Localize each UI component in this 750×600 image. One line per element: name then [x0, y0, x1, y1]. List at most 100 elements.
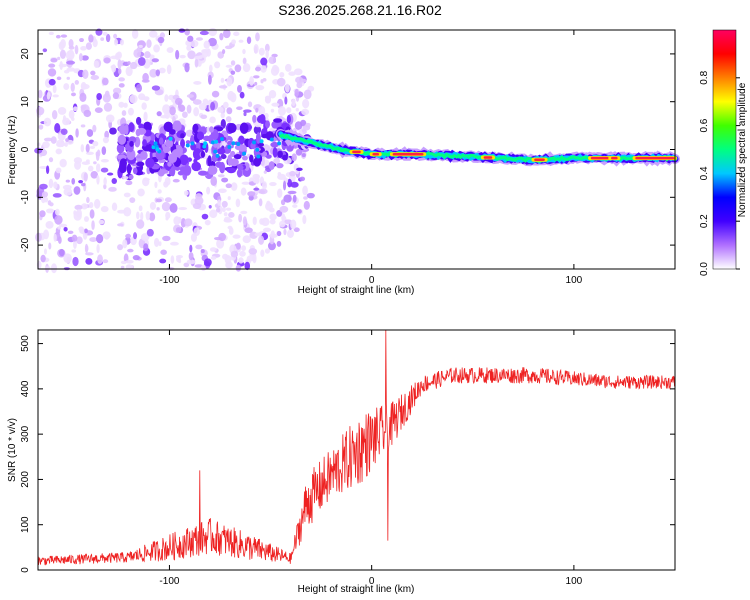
spectrogram-noise-blob — [221, 177, 229, 183]
spectrogram-noise-blob — [73, 186, 81, 195]
spectrogram-core-blob — [138, 123, 144, 130]
spectrogram-speck — [255, 147, 260, 152]
spectrogram-noise-blob — [78, 226, 84, 232]
spectrogram-noise-blob — [254, 81, 258, 86]
spectrogram-noise-blob — [200, 264, 206, 272]
spectrogram-noise-blob — [95, 163, 101, 173]
spectrogram-noise-blob — [42, 48, 48, 53]
spectrogram-core-blob — [229, 158, 239, 167]
spectrogram-noise-blob — [48, 63, 56, 68]
spectrogram-noise-blob — [166, 64, 172, 75]
spectrogram-core-blob — [181, 157, 188, 166]
spectrogram-noise-blob — [187, 35, 194, 42]
spectrogram-noise-blob — [102, 31, 108, 36]
spectrogram-noise-blob — [226, 107, 233, 115]
spectrogram-noise-blob — [230, 250, 239, 258]
spectrogram-noise-blob — [75, 128, 79, 138]
spectrogram-noise-blob — [246, 36, 252, 45]
spectrogram-speck — [277, 141, 282, 146]
spectrogram-noise-blob — [186, 44, 192, 51]
spectrogram-noise-blob — [118, 83, 125, 88]
spectrogram-core-blob — [239, 122, 249, 134]
spectrogram-noise-blob — [151, 58, 159, 63]
spectrogram-noise-blob — [264, 43, 270, 53]
spectrogram-noise-blob — [80, 82, 87, 90]
colorbar: 0.0 0.2 0.4 0.6 0.8 Normalized spectral ampl… — [699, 29, 748, 276]
spectrogram-noise-blob — [129, 197, 136, 203]
spectrogram-noise-blob — [200, 114, 208, 119]
spectrogram-noise-blob — [287, 190, 297, 195]
spectrogram-noise-blob — [209, 116, 216, 124]
spectrogram-noise-blob — [271, 53, 278, 58]
spectrogram-core-blob — [126, 163, 132, 175]
spectrogram-noise-blob — [270, 108, 275, 113]
snr-border — [37, 329, 676, 571]
spectrogram-noise-blob — [164, 177, 171, 186]
spectrogram-noise-blob — [88, 202, 94, 209]
spectrogram-noise-blob — [156, 207, 160, 211]
spectrogram-noise-blob — [136, 211, 140, 220]
spectrogram-core-blob — [142, 139, 147, 147]
spectrogram-noise-blob — [43, 229, 50, 240]
spectrogram-noise-blob — [223, 101, 229, 109]
spectrogram-core-blob — [124, 123, 129, 135]
spectrogram-noise-blob — [232, 234, 241, 239]
spectrogram-x-ticks: -100 0 100 — [159, 30, 583, 286]
spectrogram-noise-blob — [39, 165, 49, 170]
spectrogram-noise-blob — [186, 259, 196, 265]
spectrogram-noise-blob — [286, 107, 292, 114]
spectrogram-noise-blob — [203, 40, 210, 49]
spectrogram-noise-blob — [247, 191, 256, 197]
spectrogram-core-blob — [238, 135, 245, 145]
spectrogram-core-blob — [118, 161, 127, 174]
spectrogram-noise-blob — [80, 46, 87, 51]
spectrogram-noise-blob — [264, 248, 270, 254]
spectrogram-noise-blob — [180, 217, 187, 228]
spectrogram-noise-blob — [80, 124, 86, 128]
spectrogram-noise-blob — [306, 192, 315, 199]
spectrogram-y-ticks: -20 -10 0 10 20 — [20, 48, 675, 252]
spectrogram-noise-blob — [85, 143, 90, 153]
spectrogram-noise-blob — [71, 92, 76, 97]
spectrogram-core-blob — [272, 147, 278, 158]
spectrogram-noise-blob — [178, 28, 186, 33]
spectrogram-noise-blob — [292, 204, 298, 208]
spectrogram-noise-blob — [291, 153, 297, 162]
spectrogram-noise-blob — [208, 204, 212, 209]
spectrogram-noise-blob — [42, 141, 50, 149]
spectrogram-noise-blob — [193, 107, 200, 117]
spectrogram-noise-blob — [273, 157, 281, 165]
spectrogram-noise-blob — [113, 33, 118, 39]
spectrogram-noise-blob — [58, 63, 68, 68]
spectrogram-noise-blob — [92, 124, 97, 133]
spectrogram-core-blob — [207, 155, 212, 167]
spectrogram-noise-blob — [269, 182, 277, 187]
spectrogram-noise-blob — [223, 216, 231, 223]
spectrogram-noise-blob — [218, 188, 227, 194]
spectrogram-noise-blob — [258, 47, 265, 56]
spectrogram-noise-blob — [293, 227, 300, 233]
spectrogram-noise-blob — [117, 209, 126, 214]
spectrogram-core-blob — [192, 148, 202, 161]
spectrogram-noise-blob — [118, 101, 125, 108]
spectrogram-core-blob — [167, 161, 172, 167]
spectrogram-core-blob — [129, 140, 134, 147]
spectrogram-noise-blob — [284, 219, 293, 225]
spectrogram-noise-blob — [222, 253, 229, 260]
spectrogram-noise-blob — [254, 232, 263, 237]
spectrogram-core-blob — [233, 153, 242, 160]
spectrogram-core-blob — [242, 155, 248, 161]
spectrogram-noise-blob — [68, 39, 74, 48]
spectrogram-noise-blob — [239, 91, 245, 99]
spectrogram-noise-blob — [115, 52, 121, 61]
colorbar-tick-label: 0.8 — [699, 70, 710, 84]
spectrogram-noise-blob — [302, 214, 307, 225]
spectrogram-noise-blob — [253, 75, 260, 79]
spectrogram-speck — [168, 136, 173, 141]
colorbar-tick-label: 0.2 — [699, 214, 710, 228]
spectrogram-core-blob — [198, 170, 208, 176]
spectrogram-noise-blob — [128, 174, 134, 180]
spectrogram-noise-blob — [193, 81, 202, 85]
spectrogram-noise-blob — [164, 197, 172, 203]
spectrogram-noise-blob — [162, 235, 171, 242]
